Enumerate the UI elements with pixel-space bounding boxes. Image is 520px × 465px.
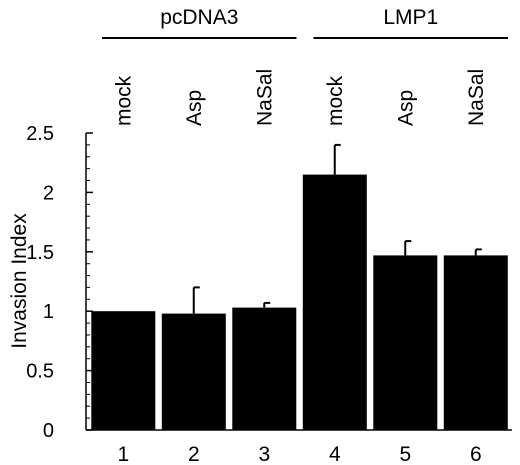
treatment-labels: mock Asp NaSal mock Asp NaSal bbox=[112, 69, 488, 126]
x-tick-labels: 1 2 3 4 5 6 bbox=[117, 443, 481, 465]
bars bbox=[91, 174, 508, 430]
y-tick-label: 2.5 bbox=[26, 123, 54, 145]
y-axis: 0 0.5 1 1.5 2 2.5 bbox=[26, 123, 93, 442]
bar-1 bbox=[91, 311, 156, 430]
x-tick-label: 6 bbox=[470, 443, 482, 465]
bar-5 bbox=[373, 255, 438, 430]
treatment-label: mock bbox=[324, 75, 347, 126]
error-bars bbox=[192, 143, 482, 314]
bar-3 bbox=[232, 307, 297, 430]
y-tick-label: 1.5 bbox=[26, 242, 54, 264]
x-tick-label: 5 bbox=[399, 443, 411, 465]
y-tick-label: 2 bbox=[43, 182, 54, 204]
group-labels: pcDNA3 LMP1 bbox=[102, 6, 508, 39]
y-tick-label: 0.5 bbox=[26, 361, 54, 383]
treatment-label: Asp bbox=[183, 90, 206, 126]
bar-6 bbox=[443, 255, 508, 430]
group-label: LMP1 bbox=[383, 6, 438, 29]
bar-2 bbox=[161, 313, 226, 430]
y-tick-label: 1 bbox=[43, 301, 54, 323]
y-tick-label: 0 bbox=[43, 420, 54, 442]
x-tick-label: 1 bbox=[117, 443, 129, 465]
x-tick-label: 3 bbox=[258, 443, 270, 465]
y-axis-title: Invasion Index bbox=[8, 213, 31, 349]
x-tick-label: 4 bbox=[329, 443, 341, 465]
bar-4 bbox=[302, 174, 367, 430]
x-tick-label: 2 bbox=[188, 443, 200, 465]
treatment-label: NaSal bbox=[465, 69, 488, 126]
treatment-label: NaSal bbox=[253, 69, 276, 126]
treatment-label: mock bbox=[112, 75, 135, 126]
group-label: pcDNA3 bbox=[160, 6, 238, 29]
treatment-label: Asp bbox=[394, 90, 417, 126]
